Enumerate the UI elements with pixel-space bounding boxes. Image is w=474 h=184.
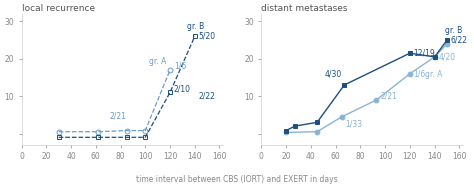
Text: 12/19: 12/19 <box>414 49 435 58</box>
Text: 2/21: 2/21 <box>380 92 397 101</box>
Text: gr. B: gr. B <box>187 22 205 31</box>
Text: 4/30: 4/30 <box>325 69 342 78</box>
Text: gr. A: gr. A <box>149 57 166 66</box>
Text: 2/22: 2/22 <box>199 92 215 101</box>
Text: 2/10: 2/10 <box>173 84 191 93</box>
Text: 4/20: 4/20 <box>438 52 456 61</box>
Text: time interval between CBS (IORT) and EXERT in days: time interval between CBS (IORT) and EXE… <box>136 175 338 184</box>
Text: 2/21: 2/21 <box>109 111 126 120</box>
Text: distant metastases: distant metastases <box>262 4 348 13</box>
Text: 1/6: 1/6 <box>414 69 426 78</box>
Text: 1/6: 1/6 <box>173 62 186 71</box>
Text: local recurrence: local recurrence <box>21 4 95 13</box>
Text: 1/33: 1/33 <box>346 120 363 129</box>
Text: 6/22: 6/22 <box>451 36 468 45</box>
Text: 5/20: 5/20 <box>199 32 216 41</box>
Text: gr. B: gr. B <box>445 26 462 35</box>
Text: gr. A: gr. A <box>425 70 442 79</box>
